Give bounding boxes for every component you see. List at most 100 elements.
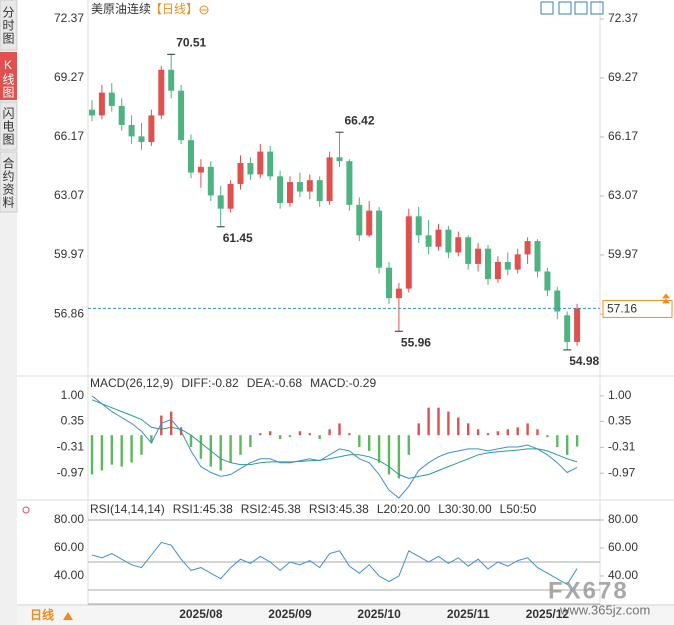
candle-body <box>356 204 363 236</box>
tool-button[interactable] <box>558 1 572 15</box>
macd-bar <box>130 435 133 463</box>
candle-body <box>98 92 105 116</box>
macd-bar <box>110 435 113 465</box>
macd-bar <box>516 427 519 436</box>
macd-bar <box>90 435 94 475</box>
macd-bar <box>298 431 302 436</box>
y-tick-label: -0.97 <box>57 465 85 479</box>
y-tick-label: 80.00 <box>54 512 84 526</box>
y-tick-label: 63.07 <box>608 188 638 202</box>
legend-entry: DEA:-0.68 <box>247 376 303 390</box>
candle-body <box>415 216 422 236</box>
macd-bar <box>407 435 410 455</box>
y-tick-label: -0.31 <box>57 440 85 454</box>
y-tick-label: 0.35 <box>61 414 85 428</box>
macd-bar <box>575 435 579 447</box>
macd-bar <box>437 407 440 436</box>
period-icon[interactable] <box>199 5 209 15</box>
tool-button[interactable] <box>590 1 604 15</box>
tool-button[interactable] <box>540 1 554 15</box>
macd-bar <box>506 429 509 436</box>
macd-bar <box>427 407 430 436</box>
macd-bar <box>526 423 529 436</box>
high-label: 66.42 <box>345 113 375 127</box>
macd-bar <box>219 435 222 471</box>
macd-bar <box>496 431 500 436</box>
candle-body <box>168 69 175 91</box>
macd-bar <box>467 423 470 436</box>
y-tick-label: 60.00 <box>54 540 84 554</box>
watermark-url: www.365jz.com <box>559 602 650 617</box>
legend-entry: RSI1:45.38 <box>173 502 233 516</box>
candle-body <box>366 210 373 236</box>
y-tick-label: 40.00 <box>54 568 84 582</box>
y-tick-label: 69.27 <box>608 70 638 84</box>
candle-body <box>564 315 571 342</box>
macd-bar <box>377 435 381 463</box>
x-tick-label: 2025/09 <box>268 607 312 621</box>
macd-bar <box>486 433 490 436</box>
tab[interactable]: 分时图 <box>1 6 15 45</box>
candle-body <box>386 267 392 299</box>
x-tick-label: 2025/10 <box>357 607 401 621</box>
y-tick-label: 56.86 <box>54 306 84 320</box>
tab-bg[interactable] <box>0 151 18 213</box>
macd-bar <box>150 435 153 444</box>
macd-bar <box>239 435 242 455</box>
bottom-bar <box>17 606 674 625</box>
candle-body <box>207 166 214 196</box>
macd-bar <box>546 435 549 438</box>
candle-body <box>574 308 581 342</box>
candle-body <box>395 288 402 299</box>
macd-bar <box>278 435 282 440</box>
period-label[interactable]: 【日线】 <box>150 2 198 16</box>
tool-button[interactable] <box>574 1 588 15</box>
macd-bar <box>249 435 252 447</box>
candle-body <box>455 237 462 253</box>
y-tick-label: 1.00 <box>61 388 85 402</box>
period-arrow[interactable] <box>63 612 73 620</box>
macd-bar <box>566 435 569 455</box>
candle-body <box>108 92 115 106</box>
period-button[interactable]: 日线 <box>30 607 54 622</box>
macd-bar <box>348 433 351 436</box>
candle-body <box>425 235 432 247</box>
x-tick-label: 2025/12 <box>526 607 570 621</box>
tab-bg[interactable] <box>0 0 18 51</box>
candle-body <box>227 183 234 209</box>
candle-body <box>178 90 185 141</box>
candle-body <box>217 195 224 209</box>
tab[interactable]: 合约资料 <box>1 156 15 209</box>
macd-bar <box>308 433 311 436</box>
tab-bg[interactable] <box>0 101 18 151</box>
macd-bar <box>259 433 262 436</box>
candle-body <box>296 182 303 192</box>
low-label: 61.45 <box>223 231 253 245</box>
candle-body <box>326 157 333 202</box>
last-price-label: 57.16 <box>607 302 637 316</box>
y-tick-label: 66.17 <box>608 129 638 143</box>
macd-bar <box>368 435 371 451</box>
macd-bar <box>447 411 450 436</box>
macd-bar <box>269 431 272 436</box>
macd-bar <box>199 435 203 459</box>
indicator-icon[interactable] <box>22 506 30 514</box>
legend-entry: MACD(26,12,9) <box>90 376 173 390</box>
y-tick-label: -0.31 <box>608 440 636 454</box>
candle-body <box>316 180 323 202</box>
macd-bar <box>476 429 480 436</box>
tab-active[interactable]: K线图 <box>1 58 15 99</box>
candle-body <box>475 248 482 264</box>
candle-body <box>494 261 501 280</box>
tab[interactable]: 闪电图 <box>1 107 15 146</box>
macd-bar <box>318 435 321 440</box>
candle-body <box>148 115 155 143</box>
x-tick-label: 2025/08 <box>179 607 223 621</box>
macd-line <box>91 399 578 479</box>
candle-body <box>138 136 145 143</box>
instrument-title: 美原油连续 <box>91 1 151 16</box>
macd-bar <box>100 435 104 471</box>
candle-body <box>485 248 491 280</box>
low-label: 55.96 <box>401 335 431 349</box>
tab-bg-active[interactable] <box>0 52 17 100</box>
